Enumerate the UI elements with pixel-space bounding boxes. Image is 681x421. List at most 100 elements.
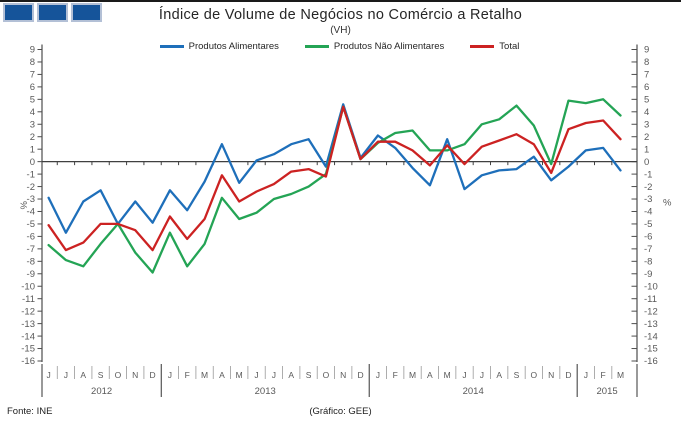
- y-tick-label-right: -4: [644, 207, 652, 218]
- month-label: J: [584, 370, 588, 380]
- y-tick-label-right: -11: [644, 294, 657, 305]
- legend-item-produtos-nao-alimentares: Produtos Não Alimentares: [304, 41, 445, 52]
- y-tick-label-left: -10: [21, 281, 35, 292]
- y-tick-label-right: -3: [644, 194, 652, 205]
- y-tick-label-left: 1: [30, 144, 35, 155]
- source-note: Fonte: INE: [7, 406, 53, 417]
- y-tick-label-left: -13: [21, 319, 35, 330]
- y-tick-label-left: -2: [27, 182, 35, 193]
- year-label: 2012: [91, 386, 112, 397]
- month-label: J: [168, 370, 172, 380]
- y-tick-label-right: 1: [644, 144, 649, 155]
- legend-item-total: Total: [470, 41, 519, 52]
- y-tick-label-right: -15: [644, 344, 658, 355]
- y-tick-label-right: -7: [644, 244, 652, 255]
- month-label: D: [565, 370, 571, 380]
- y-tick-label-right: -8: [644, 257, 652, 268]
- y-tick-label-left: -5: [27, 219, 35, 230]
- legend-label: Produtos Alimentares: [188, 41, 279, 52]
- month-label: J: [64, 370, 68, 380]
- legend-label: Produtos Não Alimentares: [333, 41, 445, 52]
- chart-title: Índice de Volume de Negócios no Comércio…: [158, 7, 523, 23]
- month-label: J: [462, 370, 466, 380]
- month-label: F: [185, 370, 190, 380]
- y-tick-label-left: 7: [30, 70, 35, 81]
- series-line-produtos-nao-alimentares: [47, 98, 622, 274]
- y-tick-label-left: -8: [27, 257, 35, 268]
- y-tick-label-left: -11: [22, 294, 35, 305]
- month-label: N: [340, 370, 346, 380]
- month-label: A: [427, 370, 433, 380]
- y-tick-label-left: 3: [30, 119, 35, 130]
- month-label: A: [288, 370, 294, 380]
- month-label: S: [514, 370, 520, 380]
- month-label: J: [376, 370, 380, 380]
- year-label: 2015: [597, 386, 618, 397]
- y-tick-label-left: -9: [27, 269, 35, 280]
- logo-square: [37, 3, 68, 22]
- month-label: O: [323, 370, 330, 380]
- series-line-produtos-alimentares: [47, 103, 622, 234]
- month-label: A: [219, 370, 225, 380]
- legend-swatch-icon: [470, 45, 495, 48]
- month-label: A: [496, 370, 502, 380]
- month-label: F: [393, 370, 398, 380]
- legend-swatch-icon: [159, 45, 184, 48]
- y-axis-title-right: %: [663, 197, 672, 208]
- y-tick-label-right: -14: [644, 331, 658, 342]
- month-label: D: [150, 370, 156, 380]
- y-tick-label-left: 6: [30, 82, 35, 93]
- y-tick-label-right: 4: [644, 107, 649, 118]
- year-label: 2013: [255, 386, 276, 397]
- y-tick-label-left: 2: [30, 132, 35, 143]
- y-tick-label-left: 5: [30, 95, 35, 106]
- y-tick-label-left: 9: [30, 45, 35, 56]
- month-label: J: [272, 370, 276, 380]
- month-label: M: [201, 370, 208, 380]
- logo-square: [3, 3, 34, 22]
- month-label: S: [98, 370, 104, 380]
- logo-square: [71, 3, 102, 22]
- month-label: M: [236, 370, 243, 380]
- y-tick-label-left: -14: [21, 331, 35, 342]
- year-label: 2014: [463, 386, 484, 397]
- y-tick-label-right: 6: [644, 82, 649, 93]
- y-tick-label-right: -5: [644, 219, 652, 230]
- y-tick-label-right: -10: [644, 281, 658, 292]
- y-tick-label-left: -3: [27, 194, 35, 205]
- y-tick-label-left: 0: [30, 157, 35, 168]
- y-tick-label-left: -12: [21, 306, 35, 317]
- y-tick-label-right: 9: [644, 45, 649, 56]
- zero-axis: [42, 160, 637, 166]
- month-label: A: [80, 370, 86, 380]
- credit-note: (Gráfico: GEE): [309, 406, 372, 417]
- y-tick-label-right: -1: [644, 169, 652, 180]
- y-tick-label-right: -12: [644, 306, 658, 317]
- series-lines: [47, 98, 622, 274]
- y-tick-label-right: 8: [644, 57, 649, 68]
- y-tick-label-right: 3: [644, 119, 649, 130]
- y-tick-label-right: 2: [644, 132, 649, 143]
- month-label: N: [548, 370, 554, 380]
- month-label: S: [306, 370, 312, 380]
- month-label: D: [357, 370, 363, 380]
- month-label: O: [115, 370, 122, 380]
- y-tick-label-right: -13: [644, 319, 658, 330]
- y-tick-label-left: -16: [21, 356, 35, 367]
- legend-swatch-icon: [304, 45, 329, 48]
- y-tick-label-left: -1: [27, 169, 35, 180]
- logo: [3, 3, 105, 22]
- y-tick-label-right: 0: [644, 157, 649, 168]
- y-tick-label-left: 4: [30, 107, 35, 118]
- y-tick-label-left: -15: [21, 344, 35, 355]
- month-label: M: [617, 370, 624, 380]
- y-axis-title-left: %: [19, 200, 30, 209]
- y-tick-label-right: 7: [644, 70, 649, 81]
- y-tick-label-left: -4: [27, 207, 35, 218]
- month-label: J: [480, 370, 484, 380]
- y-tick-label-left: -6: [27, 232, 35, 243]
- month-label: J: [254, 370, 258, 380]
